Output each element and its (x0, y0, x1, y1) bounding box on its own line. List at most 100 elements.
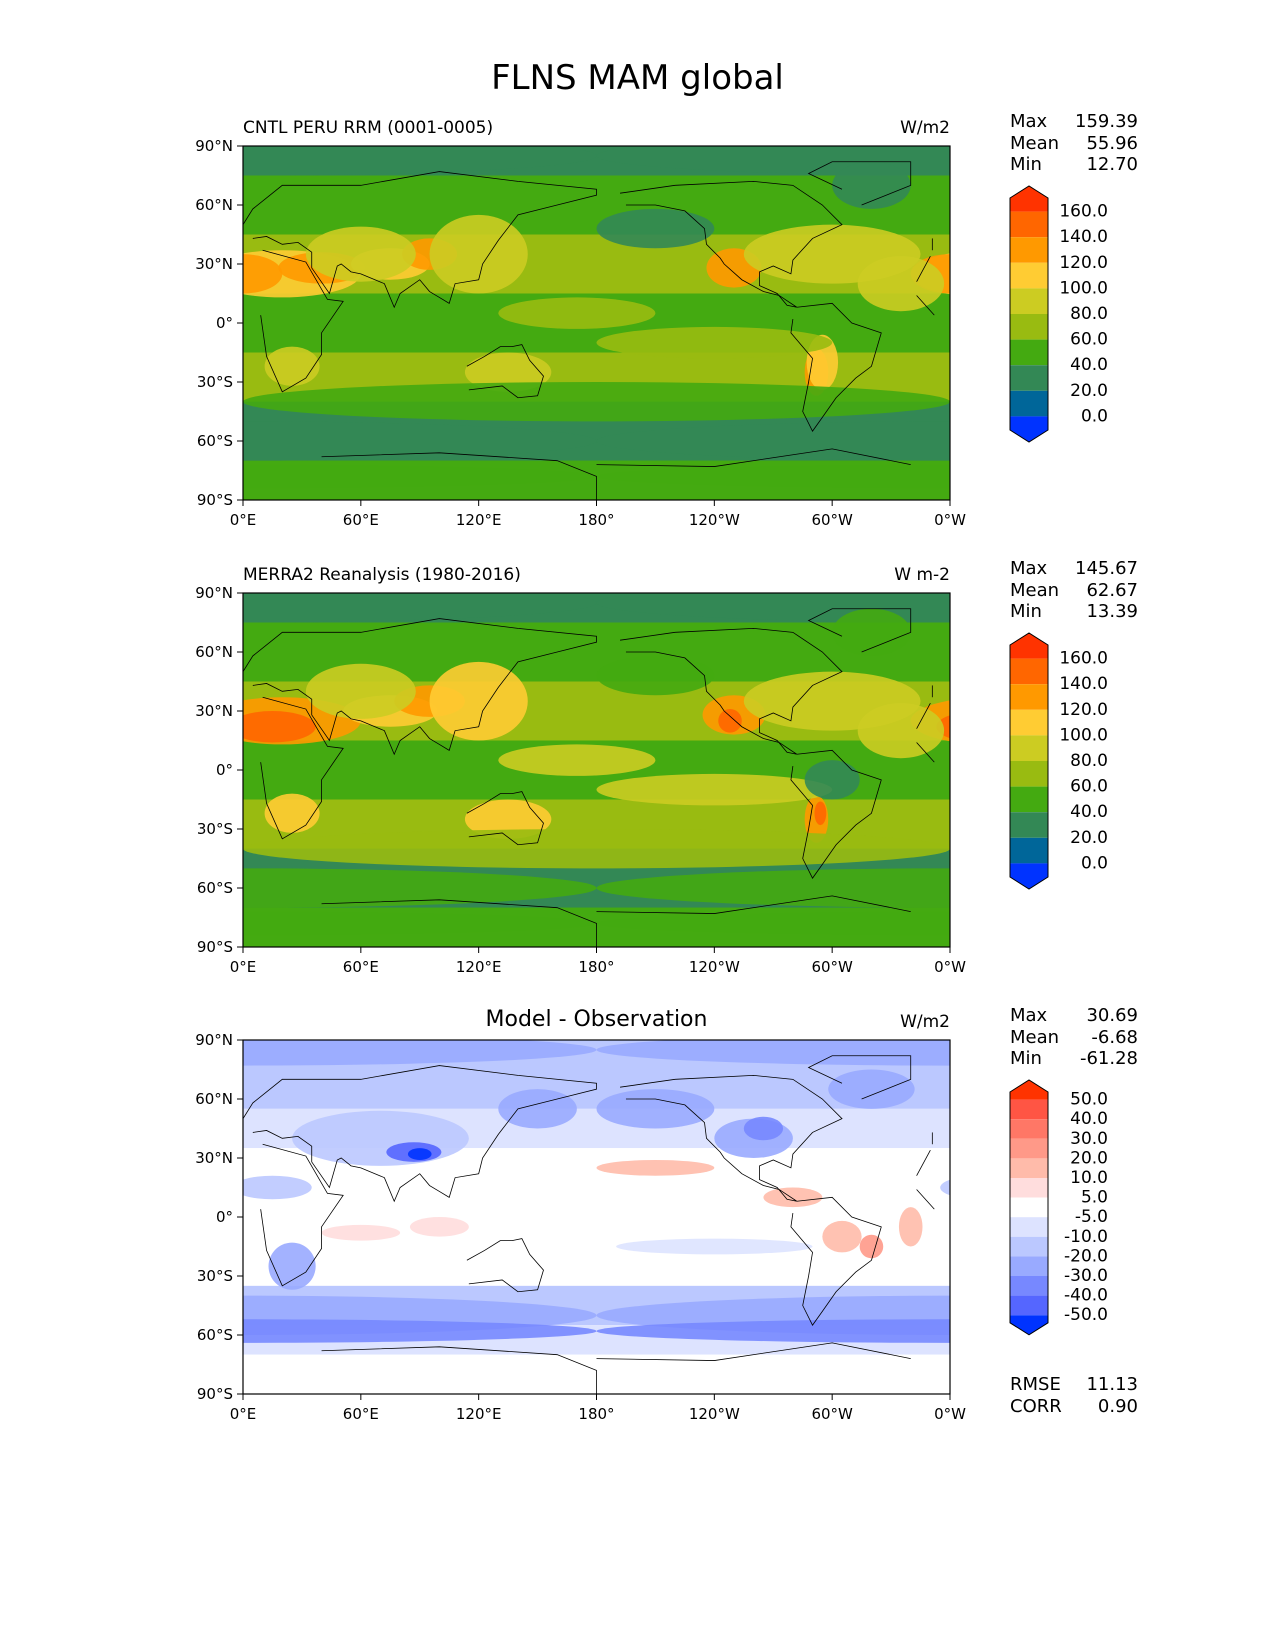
y-tick-label: 60°N (195, 196, 233, 214)
colorbar-tick-label: 80.0 (1070, 751, 1108, 771)
x-tick-label: 0°E (230, 958, 257, 976)
y-tick-label: 90°S (197, 1385, 233, 1403)
field-contour (898, 1207, 923, 1247)
stat-label: CORR (1010, 1395, 1062, 1417)
colorbar-tick-label: 50.0 (1070, 1090, 1108, 1110)
coastline (321, 452, 597, 500)
colorbar-tick-label: 5.0 (1081, 1188, 1108, 1208)
x-tick-label: 180° (578, 511, 614, 529)
x-tick-label: 120°E (456, 958, 502, 976)
stat-label: Max (1010, 111, 1048, 132)
field-contour (596, 1159, 715, 1176)
stat-value: 13.39 (1086, 601, 1138, 622)
panel-units: W/m2 (900, 1012, 950, 1032)
x-tick-label: 0°W (934, 1405, 966, 1423)
y-tick-label: 30°N (195, 1149, 233, 1167)
x-tick-label: 0°E (230, 511, 257, 529)
y-tick-label: 30°N (195, 255, 233, 273)
panel-stats: Max 30.69 Mean -6.68 Min -61.28 (1010, 1005, 1138, 1070)
coastline (916, 1189, 935, 1210)
x-tick-label: 60°W (811, 511, 853, 529)
field-contour (464, 352, 552, 392)
stat-label: Max (1010, 1005, 1048, 1026)
coastline (807, 161, 912, 206)
coastline (790, 1196, 882, 1326)
y-tick-label: 30°N (195, 702, 233, 720)
colorbar-tick-label: 20.0 (1070, 381, 1108, 401)
field-contour (321, 1224, 401, 1241)
field-contour (243, 593, 597, 623)
coastline (620, 627, 843, 755)
field-contour (243, 1040, 597, 1066)
colorbar-tick-label: 140.0 (1059, 227, 1108, 247)
colorbar-tick-label: 40.0 (1070, 355, 1108, 375)
field-contour (804, 760, 860, 800)
coastline (807, 608, 912, 653)
coastline (466, 1238, 544, 1293)
colorbar-tick-label: 20.0 (1070, 828, 1108, 848)
field-contour (268, 1242, 316, 1290)
field-contour (498, 297, 656, 329)
field-contour (743, 224, 921, 284)
y-tick-label: 90°N (195, 584, 233, 602)
colorbar-tick-label: 30.0 (1070, 1129, 1108, 1149)
stat-value: 55.96 (1086, 132, 1138, 154)
stat-value: -61.28 (1079, 1048, 1138, 1069)
y-tick-label: 0° (216, 1208, 233, 1226)
colorbar-tick-label: -50.0 (1064, 1305, 1108, 1325)
y-tick-label: 90°S (197, 491, 233, 509)
stat-value: -6.68 (1091, 1026, 1138, 1048)
stat-label: Min (1010, 154, 1042, 175)
field-contour (243, 711, 316, 743)
colorbar-tick-label: -40.0 (1064, 1286, 1108, 1306)
colorbar-tick-label: 140.0 (1059, 674, 1108, 694)
y-tick-label: 30°S (197, 820, 233, 838)
coastline (260, 1143, 344, 1287)
colorbar (1009, 632, 1049, 890)
stat-row: CORR 0.90 (1010, 1396, 1138, 1418)
field-contour (264, 793, 320, 833)
colorbar-tick-label: 0.0 (1081, 853, 1108, 873)
y-tick-label: 30°S (197, 1267, 233, 1285)
colorbar-tick-label: 40.0 (1070, 1109, 1108, 1129)
y-tick-label: 60°S (197, 879, 233, 897)
colorbar-tick-label: 120.0 (1059, 253, 1108, 273)
coastline (916, 295, 935, 316)
coastline (916, 1149, 931, 1176)
stat-row: Mean 55.96 (1010, 133, 1138, 155)
panel-left-title: MERRA2 Reanalysis (1980-2016) (243, 565, 521, 585)
stat-row: Min -61.28 (1010, 1048, 1138, 1070)
y-tick-label: 30°S (197, 373, 233, 391)
field-contour (409, 1217, 469, 1237)
x-tick-label: 60°E (343, 511, 379, 529)
y-tick-label: 60°S (197, 1326, 233, 1344)
colorbar-tick-label: -5.0 (1075, 1207, 1108, 1227)
y-tick-label: 0° (216, 314, 233, 332)
x-tick-label: 120°E (456, 511, 502, 529)
x-tick-label: 120°W (689, 511, 740, 529)
coastline (243, 618, 597, 756)
colorbar-tick-label: -30.0 (1064, 1266, 1108, 1286)
field-contour (596, 208, 715, 249)
stat-label: Min (1010, 1048, 1042, 1069)
colorbar-tick-label: 40.0 (1070, 802, 1108, 822)
field-contour (243, 1319, 597, 1343)
field-contour (596, 655, 715, 696)
field-contour (859, 1234, 884, 1259)
panel-stats: Max 159.39 Mean 55.96 Min 12.70 (1010, 111, 1138, 176)
stat-label: RMSE (1010, 1374, 1061, 1395)
field-contour (718, 709, 742, 733)
x-tick-label: 180° (578, 958, 614, 976)
coastline (321, 899, 597, 947)
panel-extra-stats: RMSE 11.13 CORR 0.90 (1010, 1374, 1138, 1417)
coastline (620, 1074, 843, 1202)
stat-row: Mean 62.67 (1010, 580, 1138, 602)
y-tick-label: 90°N (195, 137, 233, 155)
field-contour (407, 1148, 432, 1160)
coastline (620, 180, 843, 308)
stat-value: 159.39 (1075, 111, 1138, 132)
stat-row: Min 12.70 (1010, 154, 1138, 176)
field-contour (498, 744, 656, 776)
field-contour (763, 1187, 823, 1208)
